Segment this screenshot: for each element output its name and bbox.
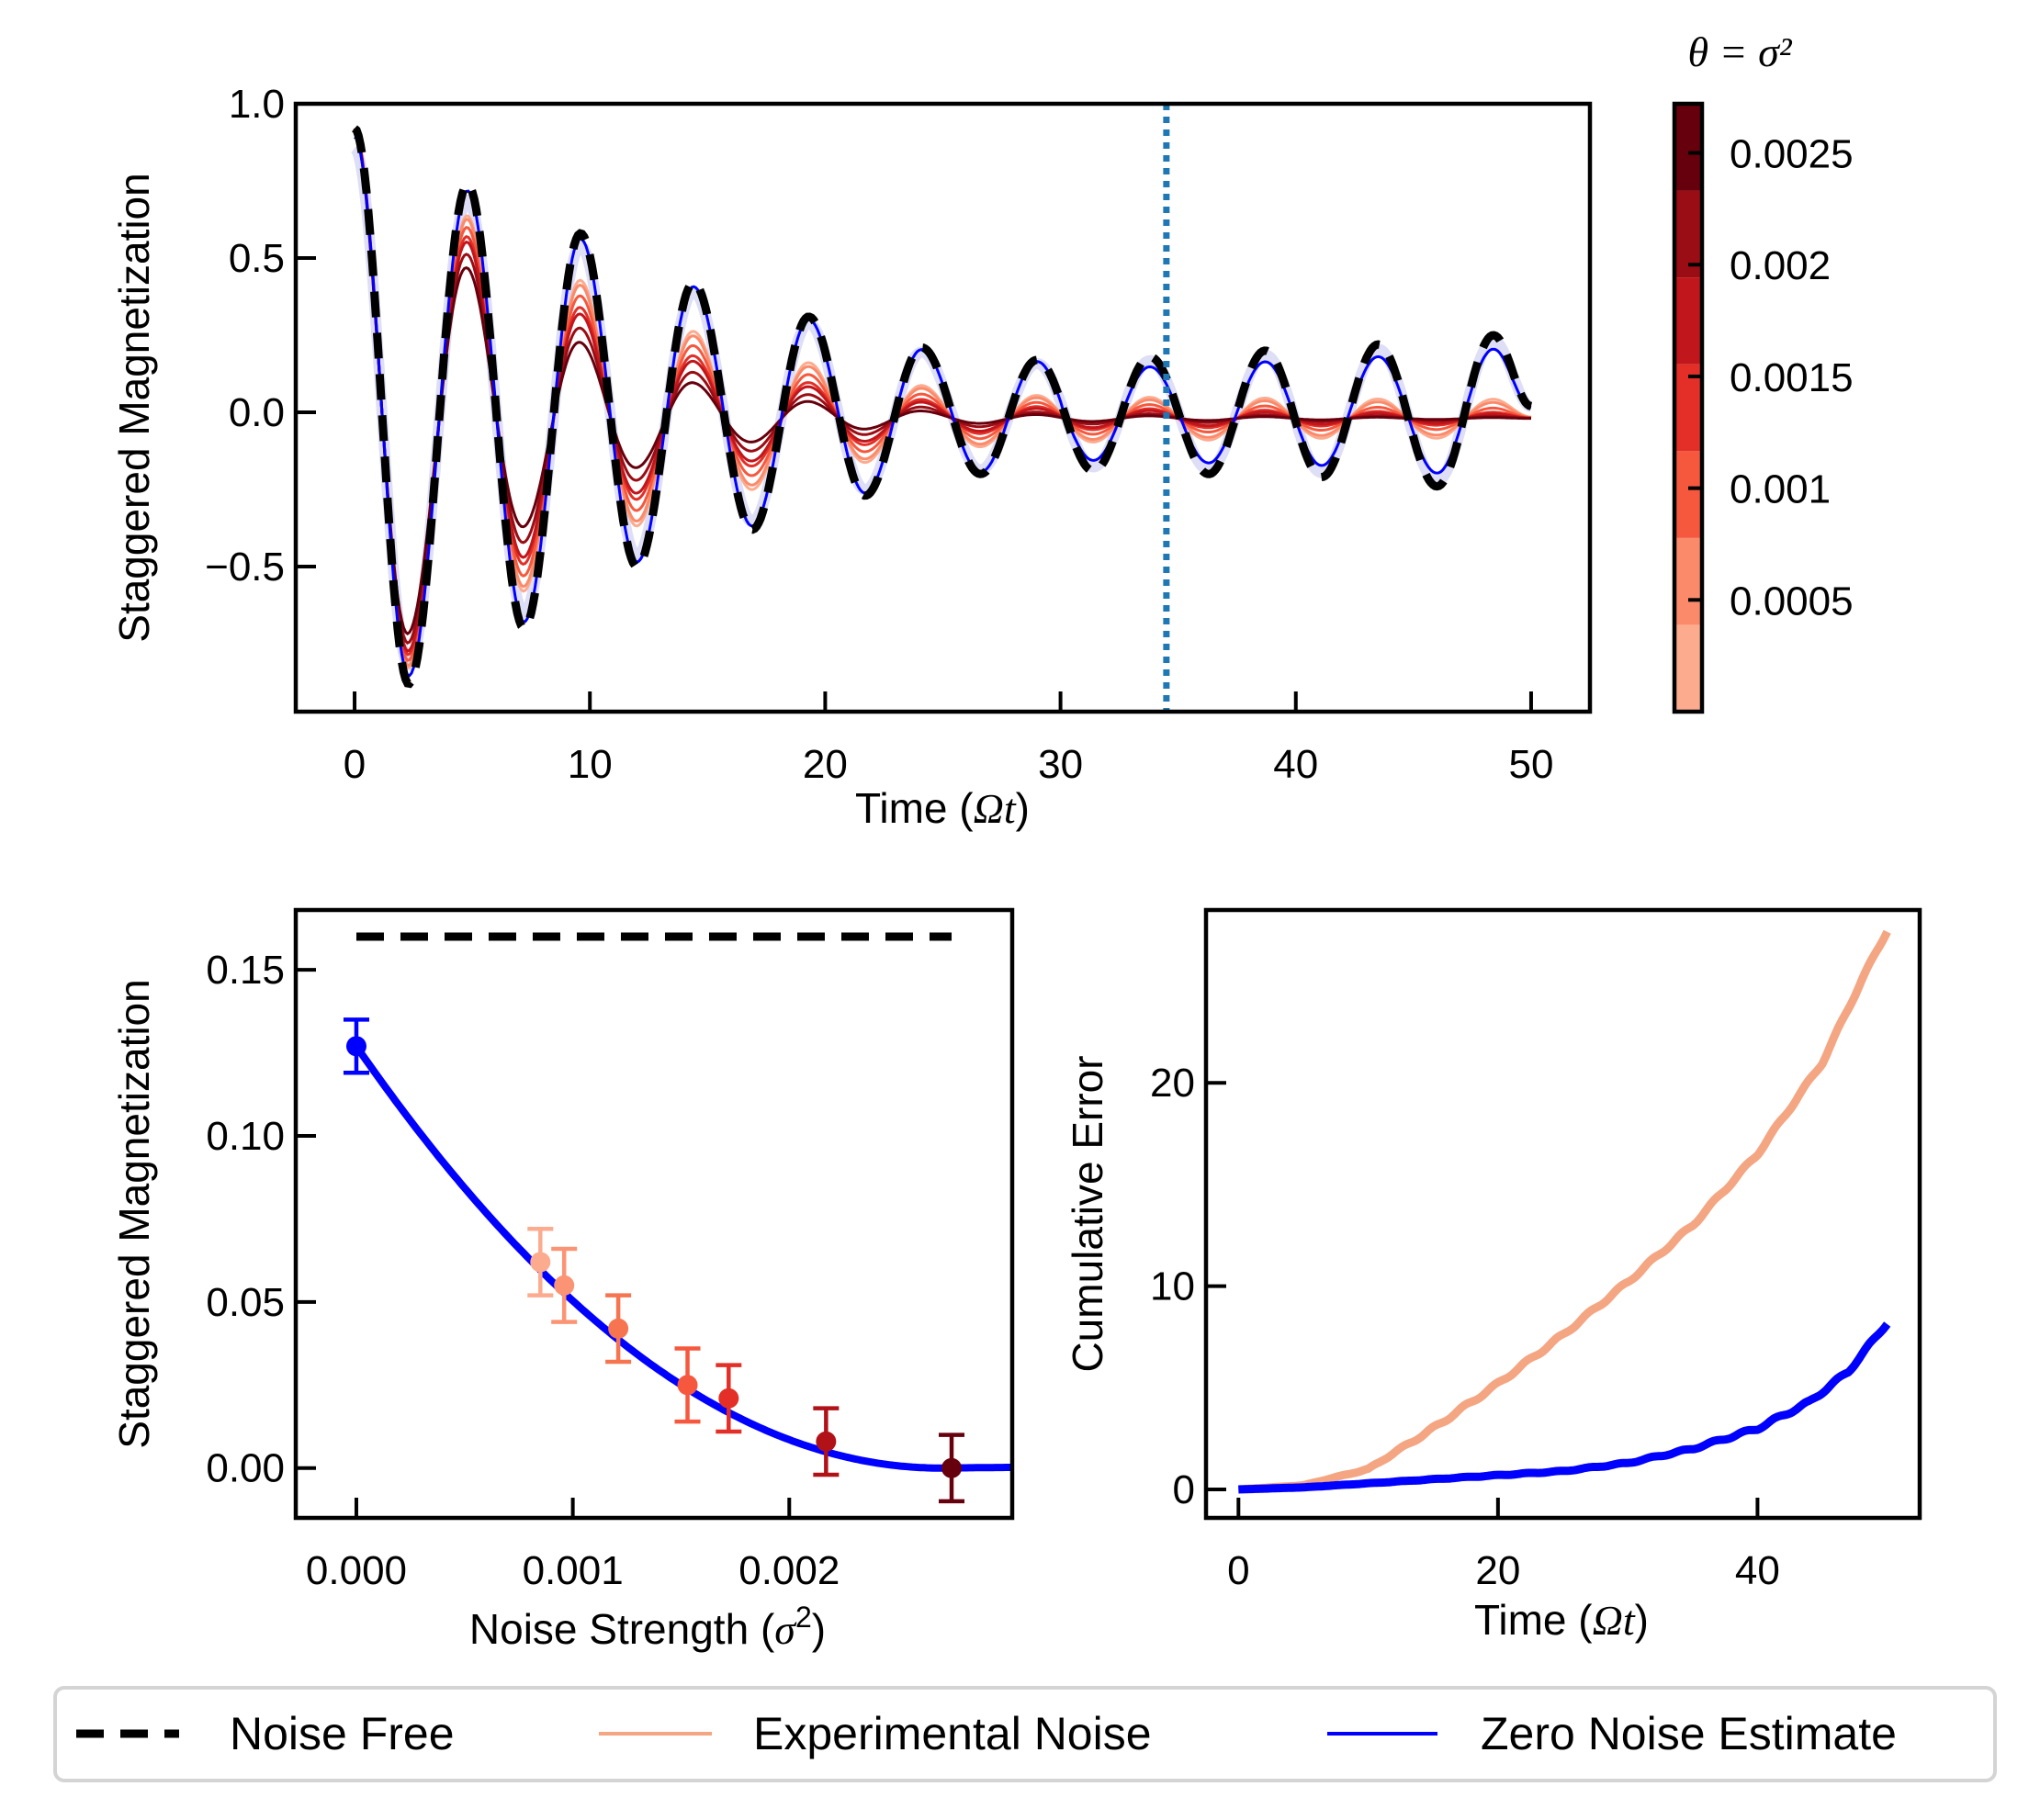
bottom-left-axes-frame	[293, 907, 1015, 1521]
data-point	[608, 1318, 629, 1339]
colorbar-segment	[1674, 277, 1702, 365]
x-tick-label: 20	[1475, 1548, 1520, 1593]
bottom-right-x-axis-label: Time (Ωt)	[1474, 1596, 1649, 1644]
data-point	[941, 1457, 963, 1478]
x-tick-label: 50	[1508, 742, 1553, 787]
colorbar-tick-label: 0.0005	[1730, 579, 1854, 624]
cumulative-error-line	[1236, 929, 1891, 1494]
bottom-right-panel: 0 20 40 20 10 0 Time (Ωt) Cumulative Error	[1064, 907, 1922, 1644]
data-point	[677, 1375, 698, 1396]
x-tick-label: 30	[1038, 742, 1083, 787]
bottom-right-plot-area	[1236, 929, 1891, 1494]
colorbar-segment	[1674, 624, 1702, 712]
x-tick-label: 40	[1735, 1548, 1780, 1593]
data-point	[530, 1252, 551, 1273]
colorbar-title: θ = σ²	[1687, 28, 1792, 75]
colorbar-gradient	[1674, 104, 1702, 712]
data-point	[816, 1431, 837, 1452]
colorbar-frame	[1672, 101, 1705, 714]
y-tick-label: 0.5	[229, 236, 285, 281]
x-tick-label: 40	[1273, 742, 1318, 787]
top-plot-area	[351, 104, 1533, 712]
bottom-right-y-axis-label: Cumulative Error	[1064, 1055, 1111, 1372]
x-tick-label: 20	[803, 742, 848, 787]
bottom-right-x-ticks: 0 20 40	[1227, 1498, 1780, 1593]
y-tick-label: 0.05	[206, 1280, 285, 1325]
colorbar-tick-label: 0.001	[1730, 467, 1831, 512]
legend-label-experimental-noise: Experimental Noise	[753, 1708, 1152, 1759]
top-x-axis-label: Time (Ωt)	[855, 784, 1030, 832]
colorbar-segment	[1674, 364, 1702, 452]
bottom-left-y-ticks: 0.15 0.10 0.05 0.00	[206, 948, 316, 1491]
x-tick-label: 0	[1227, 1548, 1249, 1593]
top-panel: 0 10 20 30 40 50 1.0 0.5 0.0 −0.5 Time (Ωt) Stag…	[110, 82, 1593, 832]
y-tick-label: 20	[1150, 1061, 1195, 1106]
y-tick-label: 0.00	[206, 1446, 285, 1491]
bottom-left-panel: 0.000 0.001 0.002 0.15 0.10 0.05 0.00 Noise S…	[110, 907, 1015, 1653]
cumulative-error-line	[1236, 1321, 1891, 1494]
top-axes-frame	[293, 101, 1593, 714]
data-point	[554, 1275, 575, 1296]
legend-label-noise-free: Noise Free	[230, 1708, 455, 1759]
x-tick-label: 0.000	[306, 1548, 407, 1593]
bottom-left-x-axis-label: Noise Strength (σ2)	[469, 1601, 826, 1653]
legend-box	[53, 1686, 1997, 1782]
colorbar-tick-label: 0.0015	[1730, 355, 1854, 400]
colorbar-tick-label: 0.002	[1730, 243, 1831, 288]
y-tick-label: 0.15	[206, 948, 285, 993]
x-tick-label: 0.001	[523, 1548, 624, 1593]
bottom-left-plot-area	[343, 932, 1013, 1504]
data-point	[718, 1387, 739, 1409]
y-tick-label: 0.0	[229, 390, 285, 435]
colorbar-segment	[1674, 451, 1702, 538]
noise-free-line	[352, 125, 1532, 689]
top-x-ticks: 0 10 20 30 40 50	[344, 691, 1553, 787]
top-y-ticks: 1.0 0.5 0.0 −0.5	[205, 82, 316, 590]
y-tick-label: 0.10	[206, 1114, 285, 1159]
legend-label-zero-noise-estimate: Zero Noise Estimate	[1481, 1708, 1897, 1759]
bottom-right-y-ticks: 20 10 0	[1150, 1061, 1226, 1512]
colorbar-segment	[1674, 537, 1702, 625]
colorbar-tick-label: 0.0025	[1730, 132, 1854, 177]
bottom-left-y-axis-label: Staggered Magnetization	[110, 979, 158, 1448]
y-tick-label: −0.5	[205, 545, 285, 590]
x-tick-label: 0.002	[738, 1548, 840, 1593]
y-tick-label: 1.0	[229, 82, 285, 127]
colorbar: 0.0025 0.002 0.0015 0.001 0.0005 θ = σ²	[1672, 28, 1854, 714]
colorbar-segment	[1674, 104, 1702, 191]
legend: Noise Free Experimental Noise Zero Noise…	[53, 1686, 1997, 1782]
x-tick-label: 10	[568, 742, 613, 787]
colorbar-ticks: 0.0025 0.002 0.0015 0.001 0.0005	[1688, 132, 1854, 624]
data-point	[345, 1036, 366, 1057]
y-tick-label: 0	[1173, 1467, 1195, 1512]
zero-noise-fit-curve	[353, 1044, 1013, 1472]
x-tick-label: 0	[344, 742, 366, 787]
top-y-axis-label: Staggered Magnetization	[110, 173, 158, 642]
bottom-right-axes-frame	[1203, 907, 1922, 1521]
bottom-left-x-ticks: 0.000 0.001 0.002	[306, 1498, 840, 1593]
y-tick-label: 10	[1150, 1264, 1195, 1309]
